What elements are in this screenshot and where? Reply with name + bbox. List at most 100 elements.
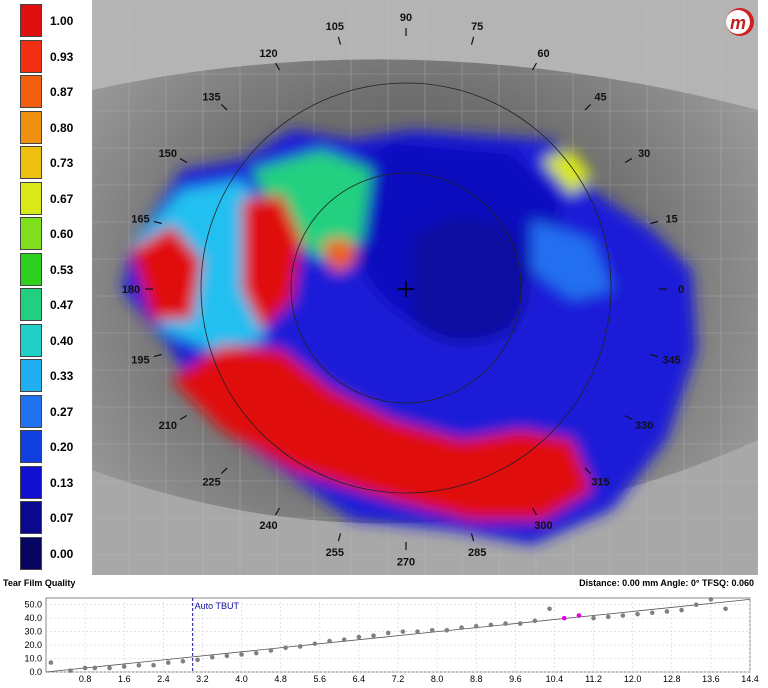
data-point xyxy=(253,650,259,656)
angle-labels: 0 15 30 45 60 75 90 105 120 135 150 165 180 195 210 225… xyxy=(122,12,684,568)
data-point xyxy=(649,610,655,616)
data-point xyxy=(356,634,362,640)
angle-tick xyxy=(337,36,342,45)
legend-value: 0.40 xyxy=(50,333,74,348)
x-tick-label: 8.8 xyxy=(470,674,483,683)
tear-film-map[interactable]: 0 15 30 45 60 75 90 105 120 135 150 165 180 195 210 225… xyxy=(92,0,758,575)
x-tick-label: 2.4 xyxy=(157,674,170,683)
data-point xyxy=(605,614,611,620)
legend-swatch xyxy=(20,217,42,250)
angle-label: 165 xyxy=(131,214,149,226)
data-point xyxy=(341,637,347,643)
x-tick-label: 7.2 xyxy=(392,674,405,683)
angle-tick xyxy=(179,414,188,421)
angle-label: 120 xyxy=(259,48,277,60)
x-tick-label: 5.6 xyxy=(314,674,327,683)
angle-label: 150 xyxy=(159,148,177,160)
legend-value: 0.53 xyxy=(50,262,74,277)
reference-circles xyxy=(200,82,612,494)
legend-value: 0.60 xyxy=(50,227,74,241)
angle-tick xyxy=(274,507,281,516)
data-point xyxy=(136,662,142,668)
x-tick-label: 10.4 xyxy=(546,674,564,683)
data-point xyxy=(224,653,230,659)
y-tick-label: 40.0 xyxy=(24,613,42,623)
data-point xyxy=(180,658,186,664)
data-point xyxy=(708,597,714,602)
data-point xyxy=(679,607,684,613)
legend-swatch xyxy=(20,39,42,73)
data-point xyxy=(48,660,54,665)
y-tick-label: 20.0 xyxy=(24,640,42,650)
data-point xyxy=(209,654,215,660)
color-legend: 1.00 0.93 0.87 0.80 0.73 0.67 0.60 0.53 0.47 0.40… xyxy=(0,0,90,575)
data-point xyxy=(635,611,640,617)
angle-label: 210 xyxy=(159,420,177,432)
data-point xyxy=(312,641,318,647)
angle-tick xyxy=(531,507,538,516)
angle-tick xyxy=(624,157,633,164)
angle-tick xyxy=(470,533,475,542)
data-point xyxy=(444,627,450,633)
legend-value: 0.20 xyxy=(50,440,74,454)
data-point xyxy=(327,638,332,644)
data-point xyxy=(400,629,406,634)
angle-label: 180 xyxy=(122,284,140,296)
angle-label: 75 xyxy=(471,21,483,33)
angle-label: 45 xyxy=(594,92,606,104)
data-point xyxy=(547,606,552,612)
data-point xyxy=(415,629,420,634)
data-point xyxy=(693,602,699,608)
legend-value: 0.73 xyxy=(50,156,74,170)
data-point xyxy=(151,662,156,668)
data-point xyxy=(239,652,244,657)
map-canvas: 0 15 30 45 60 75 90 105 120 135 150 165 180 195 210 225… xyxy=(92,0,758,575)
legend-swatch xyxy=(20,75,42,108)
y-tick-label: 50.0 xyxy=(24,600,42,610)
angle-tick xyxy=(153,220,162,225)
x-tick-label: 0.8 xyxy=(79,674,92,683)
angle-tick xyxy=(650,220,659,225)
data-point xyxy=(297,644,303,649)
angle-tick xyxy=(179,157,188,164)
tear-film-quality-title: Tear Film Quality xyxy=(3,578,76,588)
legend-swatch xyxy=(20,394,42,428)
logo-letter: m xyxy=(730,13,746,33)
center-cross xyxy=(398,281,414,297)
x-tick-label: 3.2 xyxy=(196,674,209,683)
data-point xyxy=(591,615,596,621)
y-tick-label: 0.0 xyxy=(29,667,42,677)
angle-tick xyxy=(337,533,342,542)
data-point xyxy=(517,621,523,626)
angle-label: 195 xyxy=(131,355,149,367)
legend-value: 0.93 xyxy=(50,49,74,64)
legend-swatch xyxy=(20,110,42,144)
angle-tick xyxy=(624,414,633,421)
data-point xyxy=(503,621,508,626)
tbut-graph[interactable]: 50.0 40.0 30.0 20.0 10.0 0.0 0.8 1.6 2.4 3.2 4.0 4… xyxy=(0,594,768,684)
lower-lid xyxy=(92,440,758,575)
x-tick-label: 4.0 xyxy=(235,674,248,683)
data-point xyxy=(371,633,376,638)
angle-tick xyxy=(584,103,592,111)
angle-label: 300 xyxy=(534,520,552,532)
data-point xyxy=(473,623,479,629)
legend-swatch xyxy=(20,430,42,463)
data-point xyxy=(488,622,494,628)
angle-label: 240 xyxy=(259,520,277,532)
data-point xyxy=(107,665,112,671)
x-tick-label: 1.6 xyxy=(118,674,131,683)
legend-value: 0.13 xyxy=(50,475,74,490)
angle-label: 60 xyxy=(537,48,549,60)
angle-tick xyxy=(153,353,162,358)
angle-tick xyxy=(584,467,592,475)
data-point xyxy=(620,613,626,618)
x-tick-label: 13.6 xyxy=(702,674,720,683)
angle-tick xyxy=(470,36,475,45)
legend-value: 0.00 xyxy=(50,546,74,561)
data-point xyxy=(283,645,288,651)
legend-value: 0.87 xyxy=(50,85,74,99)
tbut-marker-label: Auto TBUT xyxy=(195,601,240,611)
legend-value: 0.07 xyxy=(50,511,74,525)
data-point xyxy=(92,665,98,671)
